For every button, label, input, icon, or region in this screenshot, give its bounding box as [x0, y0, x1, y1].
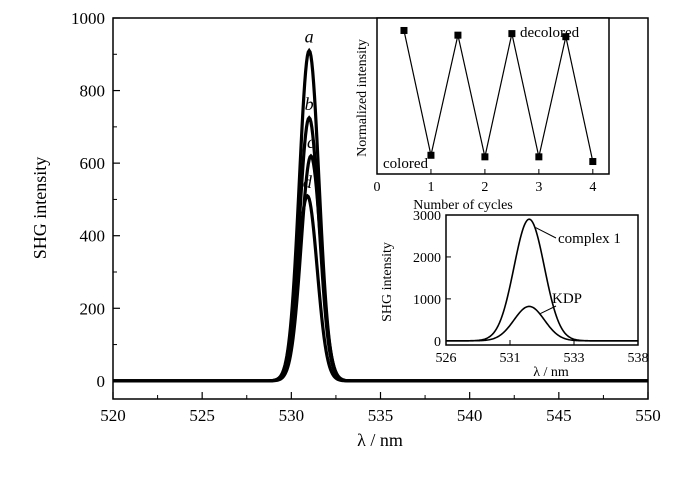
main-y-tick-label: 400 — [80, 227, 106, 246]
main-x-tick-label: 520 — [100, 406, 126, 425]
inset-shg-y-tick-label: 3000 — [413, 209, 441, 224]
main-x-tick-label: 530 — [279, 406, 305, 425]
main-x-tick-label: 550 — [635, 406, 661, 425]
inset-cycles-line — [403, 30, 594, 162]
main-curves — [113, 47, 648, 383]
inset-cycles-frame — [376, 17, 610, 175]
curve-label-a: a — [305, 27, 314, 47]
inset-cycles-point — [589, 158, 597, 166]
inset-cycles-point — [454, 31, 462, 39]
main-x-tick-label: 540 — [457, 406, 483, 425]
legend-complex-1: complex 1 — [558, 231, 621, 247]
inset-shg-x-tick-label: 531 — [500, 351, 521, 366]
inset-cycles-x-ticks: 0 1 2 3 4 — [374, 169, 596, 195]
main-x-tick-label: 525 — [189, 406, 215, 425]
main-x-axis-label: λ / nm — [357, 430, 403, 450]
annotation-decolored: decolored — [520, 25, 580, 41]
inset-shg-y-tick-label: 2000 — [413, 251, 441, 266]
main-y-tick-label: 200 — [80, 299, 106, 318]
curve-label-d: d — [303, 172, 313, 192]
inset-shg-plot: 526 531 533 538 0 1000 2000 3000 λ / nm SHG in… — [380, 209, 649, 380]
inset-shg-y-tick-label: 1000 — [413, 293, 441, 308]
inset-shg-y-tick-label: 0 — [434, 335, 441, 350]
inset-cycles-x-tick-label: 0 — [374, 180, 381, 195]
main-series-d — [113, 193, 648, 383]
inset-shg-y-ticks: 0 1000 2000 3000 — [413, 209, 451, 350]
inset-cycles-plot: 0 1 2 3 4 Number of cycles Normalized intens… — [355, 17, 610, 213]
main-y-tick-label: 800 — [80, 82, 106, 101]
main-x-tick-label: 545 — [546, 406, 572, 425]
inset-cycles-point — [508, 30, 516, 38]
inset-shg-curves — [446, 218, 638, 342]
main-y-axis-label: SHG intensity — [30, 157, 50, 260]
main-curve-labels: a bcd — [303, 27, 315, 192]
inset-shg-x-axis-label: λ / nm — [533, 365, 569, 380]
inset-shg-series-1 — [446, 305, 638, 342]
main-y-ticks: 0 200 400 600 800 1000 — [71, 9, 120, 391]
inset-cycles-point — [400, 26, 408, 34]
leader-kdp — [540, 305, 557, 314]
inset-cycles-point — [562, 33, 570, 41]
main-y-tick-label: 600 — [80, 154, 106, 173]
main-y-tick-label: 1000 — [71, 9, 105, 28]
curve-label-b: b — [305, 94, 314, 114]
curve-label-c: c — [307, 132, 315, 152]
inset-cycles-point — [535, 153, 543, 161]
inset-cycles-point — [427, 151, 435, 159]
inset-shg-frame — [445, 214, 639, 346]
inset-cycles-series — [400, 26, 597, 166]
inset-cycles-x-tick-label: 3 — [535, 180, 542, 195]
inset-shg-x-ticks: 526 531 533 538 — [436, 340, 649, 366]
main-x-tick-label: 535 — [368, 406, 394, 425]
legend-kdp: KDP — [552, 291, 582, 307]
main-y-tick-label: 0 — [97, 372, 106, 391]
inset-shg-y-axis-label: SHG intensity — [380, 242, 395, 322]
inset-cycles-x-tick-label: 2 — [481, 180, 488, 195]
inset-cycles-x-tick-label: 1 — [427, 180, 434, 195]
inset-cycles-point — [481, 153, 489, 161]
inset-shg-x-tick-label: 533 — [564, 351, 585, 366]
inset-cycles-x-tick-label: 4 — [589, 180, 596, 195]
inset-cycles-y-axis-label: Normalized intensity — [355, 39, 370, 157]
main-x-ticks: 520 525 530 535 540 545 550 — [100, 392, 661, 425]
inset-shg-x-tick-label: 538 — [628, 351, 649, 366]
leader-complex-1 — [535, 227, 557, 239]
inset-shg-x-tick-label: 526 — [436, 351, 457, 366]
annotation-colored: colored — [383, 156, 428, 172]
main-plot: 520 525 530 535 540 545 550 02004006008001000 … — [30, 9, 661, 450]
inset-cycles-x-axis-label: Number of cycles — [413, 198, 513, 213]
